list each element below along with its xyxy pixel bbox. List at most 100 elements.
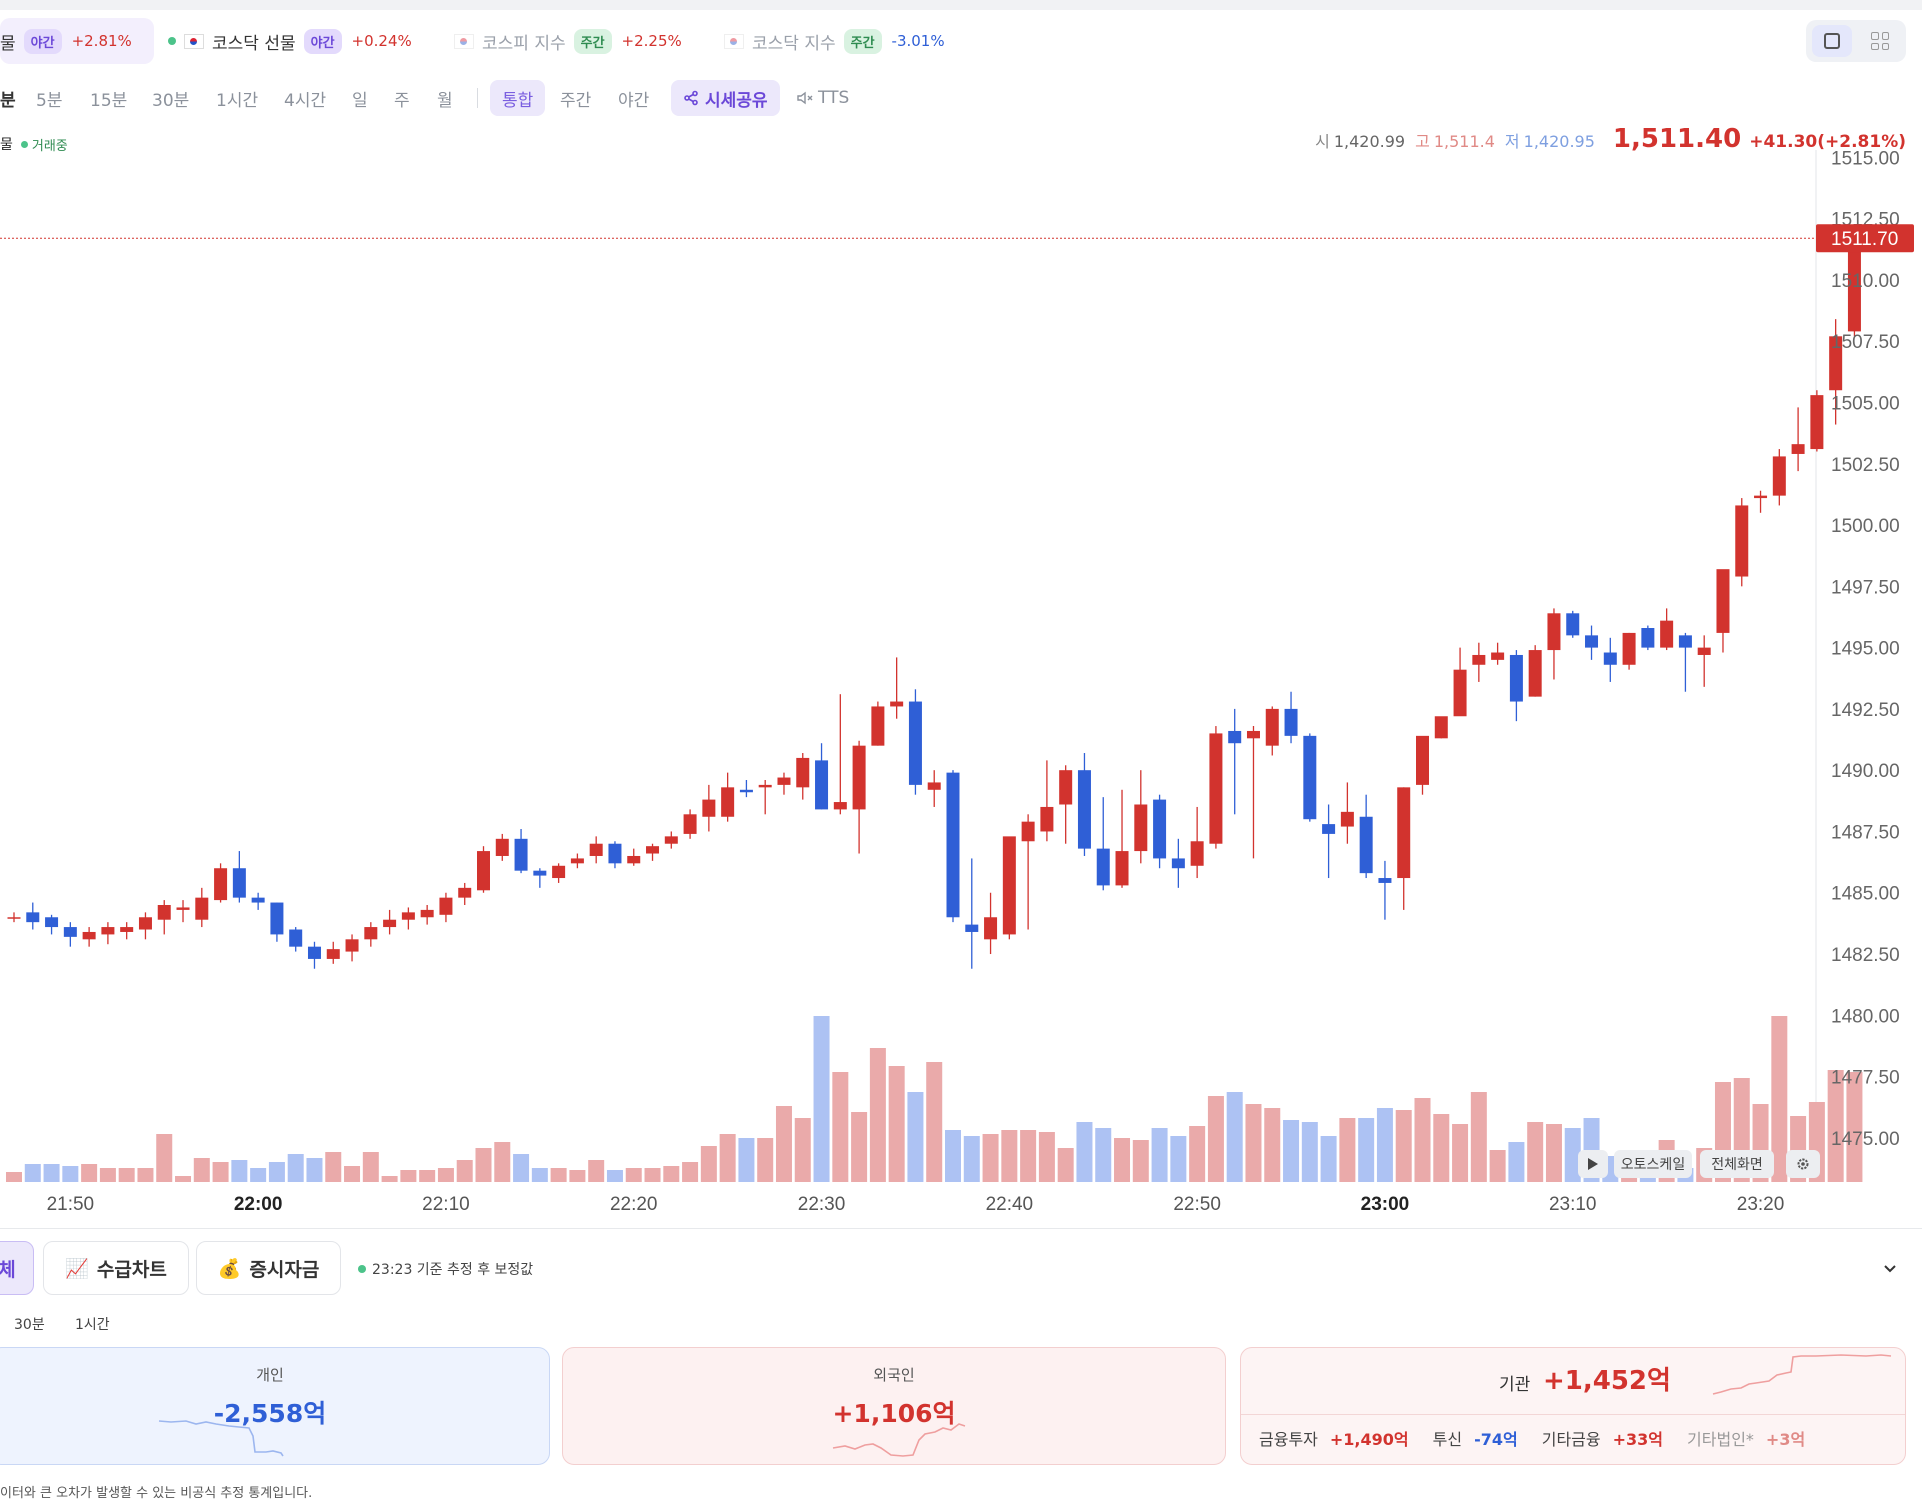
ticker-kospi-index[interactable]: 코스피 지수 주간 +2.25% (454, 18, 682, 64)
candle-body (608, 843, 622, 864)
volume-bar (1545, 1124, 1562, 1182)
candle-body (1077, 770, 1091, 849)
volume-bar (1414, 1098, 1431, 1182)
tab-market-funds[interactable]: 💰 증시자금 (196, 1241, 341, 1295)
tab-overview[interactable]: 체 (0, 1241, 34, 1295)
fullscreen-button[interactable]: 전체화면 (1700, 1150, 1774, 1178)
volume-bar (1339, 1118, 1356, 1182)
candle-body (1772, 456, 1786, 496)
candle-body (477, 851, 490, 891)
candle-body (852, 745, 866, 810)
volume-bar (231, 1160, 248, 1182)
candle-body (627, 855, 641, 864)
single-layout-button[interactable] (1812, 25, 1852, 57)
current-price: 1,511.40 (1612, 124, 1742, 154)
ticker-kosdaq-index[interactable]: 코스닥 지수 주간 -3.01% (724, 18, 945, 64)
volume-bar (1508, 1142, 1525, 1182)
volume-bar (682, 1162, 699, 1182)
breakdown-label: 기타금융 (1541, 1430, 1601, 1449)
settings-button[interactable] (1786, 1150, 1820, 1178)
interval-15m[interactable]: 15분 (90, 90, 128, 111)
price-summary: 시 1,420.99 고 1,511.4 저 1,420.95 1,511.40… (1315, 124, 1906, 154)
volume-bar (888, 1066, 905, 1182)
section-divider (0, 1228, 1922, 1229)
volume-bar (381, 1176, 398, 1182)
interval-day[interactable]: 일 (352, 90, 368, 111)
candle-body (1171, 858, 1185, 869)
open-label: 시 (1315, 132, 1330, 151)
y-tick-label: 1482.50 (1831, 945, 1900, 966)
money-bag-icon: 💰 (217, 1257, 242, 1280)
session-combined[interactable]: 통합 (490, 80, 546, 116)
candle-body (1284, 708, 1298, 736)
candle-body (984, 917, 998, 940)
volume-bar (456, 1160, 473, 1182)
candle-body (1509, 654, 1523, 702)
candle-body (1340, 811, 1354, 827)
breakdown-value: -74억 (1474, 1430, 1518, 1449)
session-day[interactable]: 주간 (560, 90, 592, 111)
volume-bar (1226, 1092, 1243, 1182)
candle-body (1040, 806, 1054, 832)
candle-body (251, 897, 265, 903)
interval-month[interactable]: 월 (437, 90, 453, 111)
candle-body (326, 949, 340, 959)
candle-body (1622, 632, 1636, 665)
play-button[interactable] (1578, 1150, 1608, 1178)
tab-label: 체 (0, 1258, 16, 1281)
volume-bar (419, 1170, 436, 1182)
volume-bar (982, 1134, 999, 1182)
candle-body (1190, 841, 1204, 866)
autoscale-button[interactable]: 오토스케일 (1614, 1150, 1692, 1178)
volume-bar (1283, 1120, 1300, 1182)
volume-bar (437, 1168, 454, 1182)
candle-body (533, 870, 547, 876)
chevron-down-icon[interactable] (1883, 1258, 1897, 1279)
x-tick-label: 21:50 (47, 1194, 95, 1215)
candlestick-chart[interactable]: 1515.001512.501510.001507.501505.001502.… (0, 150, 1922, 1225)
ticker-name: 코스피 지수 (482, 33, 566, 54)
candle-body (458, 887, 472, 898)
candle-body (664, 836, 678, 844)
volume-bar (494, 1142, 511, 1182)
live-dot-icon (168, 37, 176, 45)
sub-interval-30m[interactable]: 30분 (14, 1317, 45, 1333)
share-quote-button[interactable]: 시세공유 (671, 80, 780, 116)
candle-body (570, 858, 584, 864)
interval-30m[interactable]: 30분 (152, 90, 190, 111)
tab-label: 수급차트 (96, 1258, 167, 1281)
interval-1m[interactable]: 분 (0, 90, 16, 111)
y-tick-label: 1490.00 (1831, 761, 1900, 782)
volume-bar (1207, 1096, 1224, 1182)
volume-bar (1433, 1114, 1450, 1182)
share-label: 시세공유 (705, 90, 768, 111)
session-badge: 야간 (303, 28, 342, 54)
ticker-kosdaq-futures[interactable]: 코스닥 선물 야간 +0.24% (168, 18, 412, 64)
interval-5m[interactable]: 5분 (36, 90, 63, 111)
tts-label: TTS (818, 88, 850, 108)
tts-button[interactable]: TTS (796, 80, 849, 116)
korea-flag-icon (724, 33, 744, 49)
volume-bar (531, 1168, 548, 1182)
volume-bar (513, 1154, 530, 1182)
candle-body (345, 939, 359, 952)
volume-bar (250, 1168, 267, 1182)
foreign-card: 외국인 +1,106억 (562, 1347, 1226, 1465)
interval-1h[interactable]: 1시간 (216, 90, 259, 111)
institution-divider (1241, 1414, 1905, 1415)
x-tick-label: 23:10 (1549, 1194, 1597, 1215)
ticker-change: +2.25% (621, 32, 682, 50)
sub-interval-1h[interactable]: 1시간 (75, 1317, 110, 1333)
interval-week[interactable]: 주 (394, 90, 410, 111)
low-label: 저 (1504, 132, 1520, 151)
interval-4h[interactable]: 4시간 (284, 90, 327, 111)
session-night[interactable]: 야간 (618, 90, 650, 111)
grid-layout-button[interactable] (1860, 25, 1900, 57)
ticker-futures[interactable]: 물 야간 +2.81% (0, 18, 154, 64)
x-tick-label: 22:00 (234, 1194, 283, 1215)
volume-bar (1264, 1108, 1281, 1182)
tab-flow-chart[interactable]: 📈 수급차트 (43, 1241, 189, 1295)
trading-dot-icon (20, 140, 28, 148)
candle-body (1566, 613, 1580, 636)
candle-body (739, 789, 753, 793)
